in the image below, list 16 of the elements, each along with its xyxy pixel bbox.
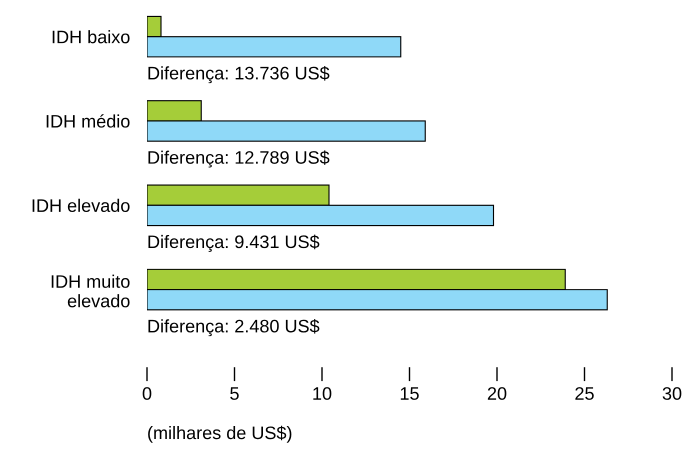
y-tick-label: IDH elevado [32, 198, 130, 212]
x-axis-title: (milhares de US$) [148, 426, 292, 443]
y-tick-label: IDH médio [46, 114, 130, 128]
y-tick-label: IDH baixo [52, 30, 130, 44]
annotation: Diferença: 2.480 US$ [148, 318, 320, 336]
x-tick-label: 30 [662, 387, 682, 400]
annotation: Diferença: 13.736 US$ [148, 66, 330, 84]
x-tick-label: 0 [142, 387, 152, 400]
annotation: Diferença: 12.789 US$ [148, 150, 330, 168]
x-tick-label: 15 [400, 387, 419, 400]
y-tick-label: IDH muito elevado [52, 274, 130, 308]
x-tick-label: 20 [488, 387, 506, 400]
annotation: Diferença: 9.431 US$ [148, 234, 320, 252]
x-tick-label: 25 [575, 387, 594, 400]
x-tick-label: 5 [230, 387, 239, 400]
x-tick-label: 10 [313, 387, 332, 400]
